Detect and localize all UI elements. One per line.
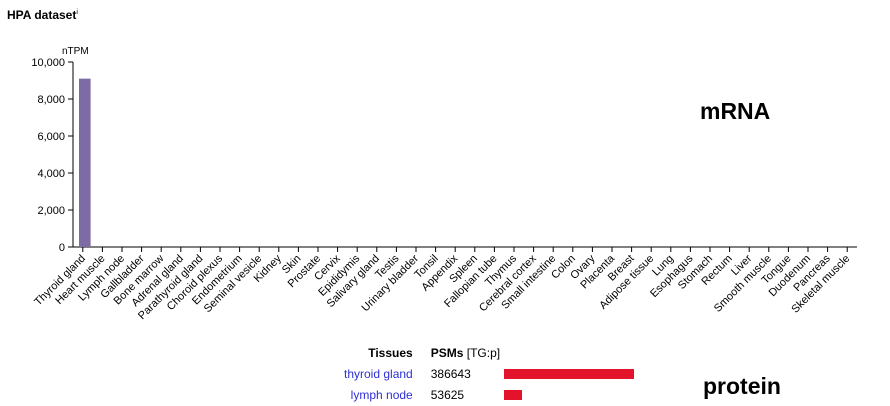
- psms-header-label: PSMs: [430, 345, 464, 360]
- psm-bar: [504, 368, 635, 379]
- bar-header: [504, 342, 644, 363]
- psm-bar-cell: [504, 363, 644, 384]
- y-axis-label: nTPM: [62, 46, 89, 57]
- protein-label: protein: [703, 373, 781, 399]
- dataset-title: HPA dataseti: [7, 8, 78, 22]
- tissues-header: Tissues: [368, 345, 413, 360]
- info-icon[interactable]: i: [76, 9, 78, 16]
- dataset-title-text: HPA dataset: [7, 8, 77, 22]
- psms-header-unit: [TG:p]: [466, 345, 501, 360]
- y-tick-label: 10,000: [31, 57, 65, 69]
- psms-header: PSMs [TG:p]: [417, 342, 504, 363]
- tissue-link[interactable]: thyroid gland: [344, 366, 413, 381]
- bar-thyroid-gland: [79, 78, 91, 248]
- protein-table-header: Tissues PSMs [TG:p]: [340, 342, 644, 363]
- tissue-link[interactable]: lymph node: [350, 387, 413, 402]
- protein-rows: thyroid gland 386643 lymph node 53625: [340, 363, 644, 405]
- y-tick-label: 4,000: [37, 168, 65, 180]
- y-tick-label: 6,000: [37, 131, 65, 143]
- protein-row: lymph node 53625: [340, 384, 644, 405]
- psm-bar: [504, 389, 523, 400]
- protein-row: thyroid gland 386643: [340, 363, 644, 384]
- mrna-label: mRNA: [700, 98, 771, 124]
- psm-value: 53625: [430, 387, 465, 402]
- psm-value: 386643: [430, 366, 471, 381]
- psm-bar-cell: [504, 384, 644, 405]
- protein-table: Tissues PSMs [TG:p] thyroid gland 386643 l…: [340, 342, 644, 405]
- y-tick-label: 0: [59, 242, 65, 254]
- y-tick-label: 2,000: [37, 205, 65, 217]
- y-tick-label: 8,000: [37, 94, 65, 106]
